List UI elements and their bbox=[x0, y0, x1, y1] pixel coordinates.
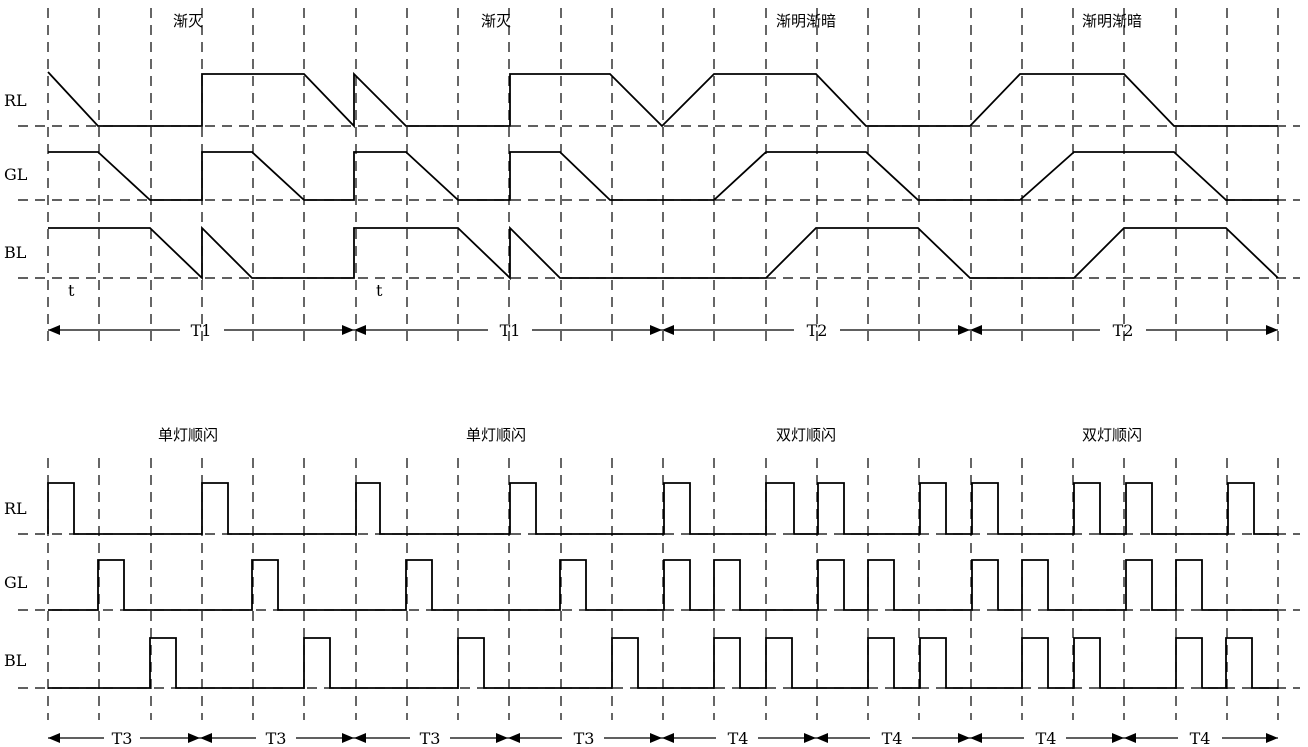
bottom-period-label-5: T4 bbox=[728, 729, 749, 747]
top-rl-waveform bbox=[47, 71, 1278, 129]
top-gl-waveform bbox=[48, 151, 1278, 201]
top-channel-gl-label: GL bbox=[4, 165, 28, 184]
top-section: 渐灭 渐灭 渐明渐暗 渐明渐暗 RL GL BL t t T1 T1 T2 T2 bbox=[4, 12, 1279, 340]
bottom-header-4: 双灯顺闪 bbox=[1082, 426, 1142, 444]
bottom-period-label-6: T4 bbox=[882, 729, 903, 747]
top-period-label-4: T2 bbox=[1113, 321, 1134, 340]
bottom-period-arrows bbox=[48, 733, 1278, 743]
bottom-period-label-8: T4 bbox=[1190, 729, 1211, 747]
bottom-period-label-3: T3 bbox=[420, 729, 441, 747]
bottom-rl-waveform bbox=[47, 482, 1278, 535]
top-period-label-1: T1 bbox=[191, 321, 212, 340]
top-header-2: 渐灭 bbox=[481, 12, 511, 30]
top-t-label-2: t bbox=[376, 281, 383, 300]
top-header-3: 渐明渐暗 bbox=[776, 12, 836, 30]
bottom-header-2: 单灯顺闪 bbox=[466, 426, 526, 444]
bottom-channel-rl-label: RL bbox=[4, 499, 27, 518]
bottom-period-label-1: T3 bbox=[112, 729, 133, 747]
bottom-period-label-4: T3 bbox=[574, 729, 595, 747]
grid-lines bbox=[18, 8, 1300, 720]
bottom-period-label-7: T4 bbox=[1036, 729, 1057, 747]
top-period-arrows bbox=[48, 325, 1278, 335]
bottom-gl-waveform bbox=[48, 559, 1278, 611]
top-header-1: 渐灭 bbox=[173, 12, 203, 30]
top-bl-waveform bbox=[48, 225, 1279, 281]
bottom-header-3: 双灯顺闪 bbox=[776, 426, 836, 444]
top-channel-rl-label: RL bbox=[4, 91, 27, 110]
top-period-label-3: T2 bbox=[807, 321, 828, 340]
bottom-period-label-2: T3 bbox=[266, 729, 287, 747]
bottom-channel-gl-label: GL bbox=[4, 573, 28, 592]
bottom-channel-bl-label: BL bbox=[4, 651, 27, 670]
top-header-4: 渐明渐暗 bbox=[1082, 12, 1142, 30]
bottom-bl-waveform bbox=[48, 637, 1278, 689]
bottom-header-1: 单灯顺闪 bbox=[158, 426, 218, 444]
top-channel-bl-label: BL bbox=[4, 243, 27, 262]
bottom-section: 单灯顺闪 单灯顺闪 双灯顺闪 双灯顺闪 RL GL BL T3 T3 T3 T3… bbox=[4, 426, 1278, 747]
top-t-label-1: t bbox=[68, 281, 75, 300]
top-period-label-2: T1 bbox=[500, 321, 521, 340]
